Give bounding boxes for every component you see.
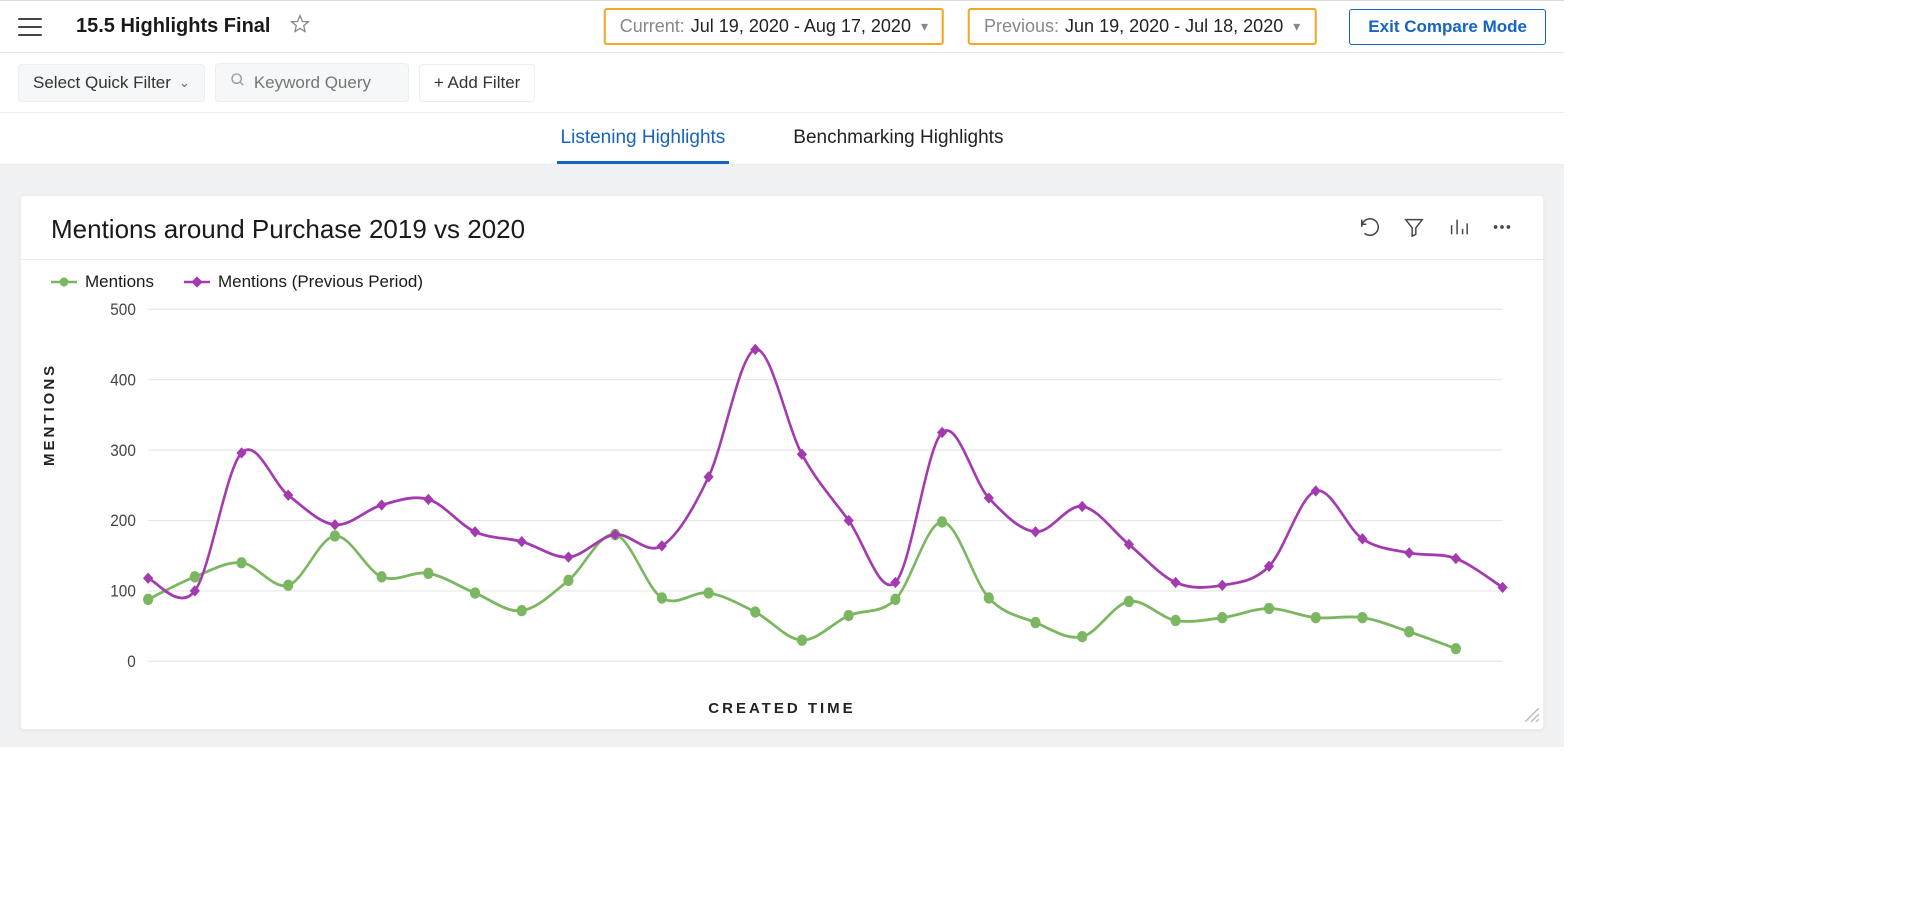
svg-text:400: 400 [110, 371, 136, 390]
add-filter-button[interactable]: + Add Filter [419, 64, 535, 102]
svg-text:0: 0 [127, 652, 136, 671]
current-date-range[interactable]: Current: Jul 19, 2020 - Aug 17, 2020 ▾ [604, 8, 944, 45]
main-area: Mentions around Purchase 2019 vs 2020 [0, 165, 1564, 747]
menu-icon[interactable] [18, 18, 42, 36]
previous-date-label: Previous: [984, 16, 1059, 37]
favorite-star-icon[interactable] [290, 14, 310, 39]
previous-date-value: Jun 19, 2020 - Jul 18, 2020 [1065, 16, 1283, 37]
card-toolbar [1359, 216, 1513, 243]
date-range-group: Current: Jul 19, 2020 - Aug 17, 2020 ▾ P… [604, 8, 1317, 45]
tab-benchmarking-highlights[interactable]: Benchmarking Highlights [789, 113, 1007, 164]
search-icon [230, 72, 246, 93]
keyword-input[interactable] [254, 73, 394, 93]
chevron-down-icon: ▾ [921, 18, 928, 35]
page-title: 15.5 Highlights Final [76, 15, 270, 38]
previous-date-range[interactable]: Previous: Jun 19, 2020 - Jul 18, 2020 ▾ [968, 8, 1316, 45]
keyword-search[interactable] [215, 63, 409, 102]
chevron-down-icon: ⌄ [179, 75, 190, 91]
legend-swatch-previous [184, 276, 210, 288]
add-filter-label: + Add Filter [434, 73, 520, 93]
refresh-icon[interactable] [1359, 216, 1381, 243]
card-title: Mentions around Purchase 2019 vs 2020 [51, 214, 525, 245]
mentions-line-chart: 0 100 200 300 400 500 [51, 298, 1523, 684]
more-icon[interactable] [1491, 216, 1513, 243]
current-date-value: Jul 19, 2020 - Aug 17, 2020 [691, 16, 911, 37]
legend-label-current: Mentions [85, 272, 154, 292]
x-axis-label: CREATED TIME [21, 694, 1543, 729]
quick-filter-label: Select Quick Filter [33, 73, 171, 93]
tab-listening-highlights[interactable]: Listening Highlights [557, 113, 730, 164]
exit-compare-button[interactable]: Exit Compare Mode [1349, 9, 1546, 45]
card-header: Mentions around Purchase 2019 vs 2020 [21, 196, 1543, 259]
legend-item-previous[interactable]: Mentions (Previous Period) [184, 272, 423, 292]
mentions-card: Mentions around Purchase 2019 vs 2020 [20, 195, 1544, 730]
legend-label-previous: Mentions (Previous Period) [218, 272, 423, 292]
chart-area: MENTIONS 0 100 200 300 400 500 [21, 298, 1543, 694]
filter-bar: Select Quick Filter ⌄ + Add Filter [0, 53, 1564, 113]
y-axis-label: MENTIONS [41, 363, 58, 466]
filter-icon[interactable] [1403, 216, 1425, 243]
svg-text:300: 300 [110, 441, 136, 460]
svg-text:100: 100 [110, 582, 136, 601]
legend-item-current[interactable]: Mentions [51, 272, 154, 292]
top-bar: 15.5 Highlights Final Current: Jul 19, 2… [0, 0, 1564, 53]
chevron-down-icon: ▾ [1293, 18, 1300, 35]
quick-filter-select[interactable]: Select Quick Filter ⌄ [18, 64, 205, 102]
svg-text:200: 200 [110, 511, 136, 530]
tabs: Listening Highlights Benchmarking Highli… [0, 113, 1564, 165]
legend-swatch-current [51, 276, 77, 288]
chart-legend: Mentions Mentions (Previous Period) [21, 260, 1543, 298]
current-date-label: Current: [620, 16, 685, 37]
svg-text:500: 500 [110, 300, 136, 319]
bar-chart-icon[interactable] [1447, 216, 1469, 243]
